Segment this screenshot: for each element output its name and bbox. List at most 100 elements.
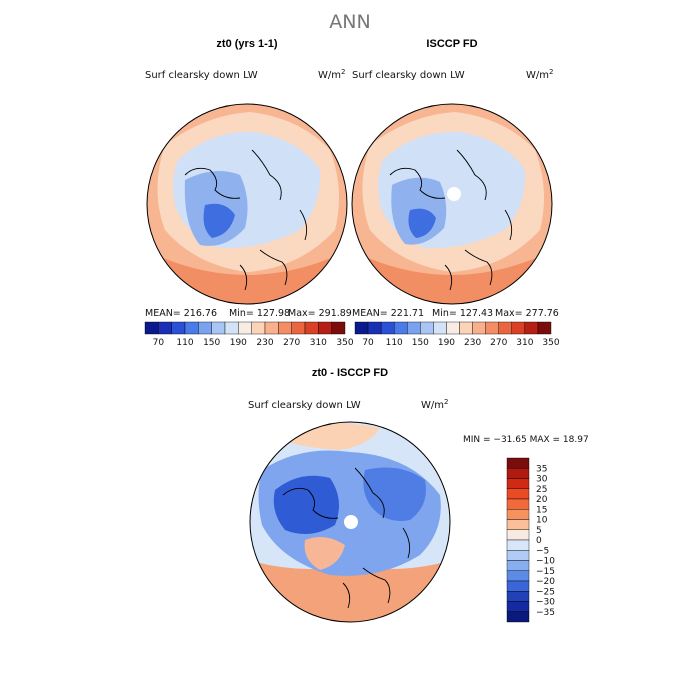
colorbar-swatch <box>158 321 172 335</box>
panel1-stats: MEAN= 216.76 Min= 127.98 Max= 291.89 <box>145 308 352 319</box>
colorbar-label: 310 <box>310 338 327 348</box>
coldest-zone <box>408 208 436 238</box>
colorbar-swatch <box>506 560 530 571</box>
colorbar-swatch <box>198 321 212 335</box>
colorbar-swatch <box>511 321 526 335</box>
svg-text:Max=291.89: Max= 291.89 <box>288 308 352 319</box>
svg-text:Min=127.98: Min= 127.98 <box>229 308 290 319</box>
panel1-colorbar: 70 110 150 190 230 270 310 350 <box>144 321 354 348</box>
svg-text:Min=127.43: Min= 127.43 <box>432 308 493 319</box>
colorbar-swatch <box>506 519 530 530</box>
coldest-zone <box>203 203 235 238</box>
colorbar-label: 5 <box>536 526 542 536</box>
panel1-variable: Surf clearsky down LW <box>145 70 258 81</box>
panel2-title: ISCCP FD <box>426 38 477 50</box>
colorbar-label: 10 <box>536 516 548 526</box>
colorbar-label: 110 <box>176 338 193 348</box>
colorbar-swatch <box>211 321 226 335</box>
diff-variable: Surf clearsky down LW <box>248 400 361 411</box>
colorbar-label: 150 <box>203 338 220 348</box>
coastline <box>389 149 513 291</box>
colorbar-label: 70 <box>153 338 165 348</box>
colorbar-swatch <box>537 321 552 335</box>
colorbar-swatch <box>472 321 486 335</box>
colorbar-swatch <box>459 321 473 335</box>
colorbar-label: 270 <box>490 338 507 348</box>
colorbar-swatch <box>506 591 530 602</box>
panel1-map <box>147 104 347 304</box>
colorbar-swatch <box>420 321 434 335</box>
colorbar-swatch <box>291 321 306 335</box>
colorbar-label: 310 <box>516 338 533 348</box>
colorbar-swatch <box>433 321 447 335</box>
colorbar-swatch <box>354 321 369 335</box>
colorbar-swatch <box>278 321 292 335</box>
colorbar-swatch <box>380 321 395 335</box>
colorbar-swatch <box>506 509 530 520</box>
colorbar-swatch <box>506 570 530 582</box>
svg-text:MEAN=216.76: MEAN= 216.76 <box>145 308 217 319</box>
panel1-title: zt0 (yrs 1-1) <box>216 38 277 50</box>
diff-map <box>250 422 450 622</box>
colorbar-label: 190 <box>230 338 247 348</box>
colorbar-swatch <box>506 580 530 592</box>
colorbar-swatch <box>184 321 199 335</box>
diff-title: zt0 - ISCCP FD <box>312 367 388 379</box>
colorbar-swatch <box>264 321 279 335</box>
colorbar-swatch <box>318 321 332 335</box>
colorbar-swatch <box>407 321 421 335</box>
colorbar-label: 0 <box>536 536 542 546</box>
colorbar-label: 25 <box>536 485 547 495</box>
colorbar-label: −15 <box>536 567 555 577</box>
colorbar-label: −35 <box>536 608 555 618</box>
colorbar-swatch <box>506 468 530 479</box>
colorbar-swatch <box>506 457 530 469</box>
panel2-stats: MEAN= 221.71 Min= 127.43 Max= 277.76 <box>352 308 559 319</box>
colorbar-label: 35 <box>536 464 547 474</box>
colorbar-swatch <box>367 321 382 335</box>
colorbar-label: 70 <box>362 338 374 348</box>
colorbar-label: 190 <box>438 338 455 348</box>
dark-blue-zone <box>273 475 339 534</box>
colorbar-swatch <box>506 550 530 561</box>
colorbar-swatch <box>506 539 530 551</box>
panel2-map <box>352 104 552 304</box>
colorbar-swatch <box>224 321 239 335</box>
diff-minmax: MIN = −31.65 MAX = 18.97 <box>463 435 589 445</box>
colorbar-swatch <box>506 611 530 623</box>
colorbar-swatch <box>304 321 319 335</box>
colorbar-label: 15 <box>536 505 547 515</box>
panel2-units: W/m2 <box>526 68 553 81</box>
colorbar-swatch <box>171 321 186 335</box>
colorbar-label: −10 <box>536 557 555 567</box>
colorbar-swatch <box>331 321 346 335</box>
colorbar-swatch <box>506 529 530 541</box>
colorbar-swatch <box>498 321 513 335</box>
colorbar-swatch <box>394 321 408 335</box>
diff-units: W/m2 <box>421 398 448 411</box>
colorbar-swatch <box>238 321 252 335</box>
colorbar-label: 230 <box>256 338 273 348</box>
panel1-map-border <box>146 103 348 305</box>
panel1-units: W/m2 <box>318 68 345 81</box>
colorbar-swatch <box>506 498 530 510</box>
coastline <box>282 467 411 609</box>
missing-data-pole <box>447 187 461 201</box>
colorbar-label: 110 <box>386 338 403 348</box>
colorbar-label: 150 <box>412 338 429 348</box>
colorbar-label: −25 <box>536 587 555 597</box>
colorbar-label: −20 <box>536 577 555 587</box>
colorbar-swatch <box>506 488 530 500</box>
blue-zone-east <box>363 467 426 521</box>
warm-patch <box>304 536 345 570</box>
coastline <box>184 149 308 291</box>
colorbar-label: 350 <box>542 338 559 348</box>
colorbar-swatch <box>506 601 530 612</box>
colorbar-label: −5 <box>536 546 549 556</box>
panel2-variable: Surf clearsky down LW <box>352 70 465 81</box>
colorbar-label: 230 <box>464 338 481 348</box>
svg-text:Max=277.76: Max= 277.76 <box>495 308 559 319</box>
colorbar-label: −30 <box>536 598 555 608</box>
